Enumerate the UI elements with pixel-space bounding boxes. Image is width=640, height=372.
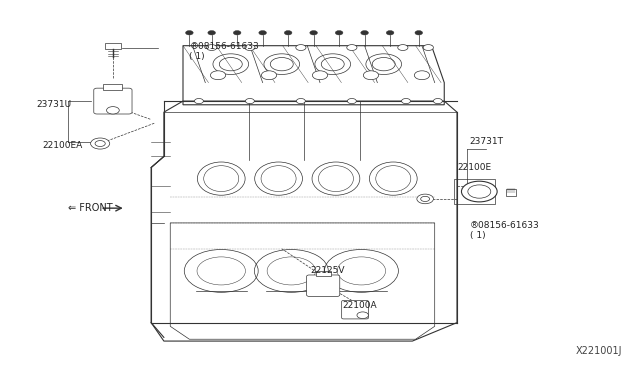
Text: 22100A: 22100A bbox=[342, 301, 377, 311]
Text: 22125V: 22125V bbox=[310, 266, 345, 275]
Circle shape bbox=[415, 31, 422, 35]
Circle shape bbox=[335, 31, 343, 35]
Circle shape bbox=[397, 45, 408, 51]
Text: 23731T: 23731T bbox=[470, 137, 504, 146]
Circle shape bbox=[361, 31, 369, 35]
Circle shape bbox=[401, 99, 410, 104]
Circle shape bbox=[433, 99, 442, 104]
Circle shape bbox=[468, 185, 491, 198]
Circle shape bbox=[420, 196, 429, 202]
Bar bbox=[103, 84, 122, 90]
Text: 22100EA: 22100EA bbox=[43, 141, 83, 150]
Text: ®08156-61633
( 1): ®08156-61633 ( 1) bbox=[470, 221, 540, 240]
Circle shape bbox=[357, 312, 369, 318]
Circle shape bbox=[348, 99, 356, 104]
Circle shape bbox=[417, 194, 433, 204]
Circle shape bbox=[284, 31, 292, 35]
Circle shape bbox=[387, 31, 394, 35]
Circle shape bbox=[91, 138, 109, 149]
Circle shape bbox=[364, 71, 379, 80]
Circle shape bbox=[245, 45, 255, 51]
Circle shape bbox=[312, 71, 328, 80]
Circle shape bbox=[296, 45, 306, 51]
Text: ®08156-61633
( 1): ®08156-61633 ( 1) bbox=[189, 42, 259, 61]
Circle shape bbox=[414, 71, 429, 80]
Bar bbox=[316, 271, 331, 276]
Text: 23731U: 23731U bbox=[36, 100, 72, 109]
Circle shape bbox=[207, 45, 217, 51]
Text: ⇐ FRONT: ⇐ FRONT bbox=[68, 203, 113, 213]
Circle shape bbox=[106, 107, 119, 114]
Circle shape bbox=[310, 31, 317, 35]
Circle shape bbox=[234, 31, 241, 35]
Circle shape bbox=[186, 31, 193, 35]
Circle shape bbox=[261, 71, 276, 80]
Circle shape bbox=[246, 99, 254, 104]
Text: 22100E: 22100E bbox=[457, 163, 491, 172]
Circle shape bbox=[461, 181, 497, 202]
Text: X221001J: X221001J bbox=[576, 346, 623, 356]
Circle shape bbox=[423, 45, 433, 51]
Bar bbox=[506, 189, 516, 196]
Circle shape bbox=[347, 45, 357, 51]
Bar bbox=[105, 43, 120, 49]
Circle shape bbox=[296, 99, 305, 104]
Circle shape bbox=[208, 31, 216, 35]
FancyBboxPatch shape bbox=[94, 88, 132, 114]
Circle shape bbox=[195, 99, 204, 104]
Circle shape bbox=[259, 31, 266, 35]
FancyBboxPatch shape bbox=[342, 301, 369, 319]
FancyBboxPatch shape bbox=[307, 275, 340, 296]
Circle shape bbox=[211, 71, 226, 80]
Circle shape bbox=[95, 141, 105, 147]
